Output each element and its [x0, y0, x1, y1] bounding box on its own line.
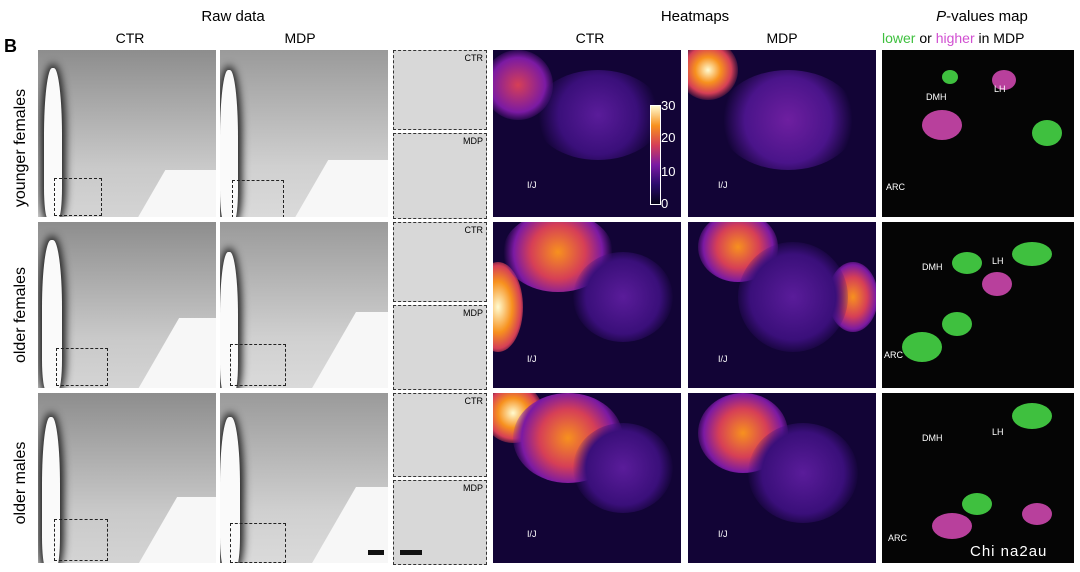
raw-ctr-younger-females — [38, 50, 216, 217]
zoom-ctr-older-males: CTR — [393, 393, 487, 477]
pvalue-higher-text: higher — [935, 30, 975, 46]
zoom-ctr-older-females: CTR — [393, 222, 487, 302]
heatmap-ctr-older-males: I/J — [493, 393, 681, 563]
pvalues-p-letter: P — [936, 8, 947, 25]
raw-mdp-older-females — [220, 222, 388, 388]
scale-bar-raw — [368, 550, 384, 555]
heatmap-mdp-younger-females: I/J — [688, 50, 876, 217]
raw-ctr-older-males — [38, 393, 216, 563]
region-ij-mark: I/J — [718, 529, 728, 539]
raw-mdp-younger-females — [220, 50, 388, 217]
zoom-tag-ctr: CTR — [464, 396, 484, 406]
heatmap-ctr-older-females: I/J — [493, 222, 681, 388]
region-dmh: DMH — [922, 433, 943, 443]
raw-data-header: Raw data — [201, 8, 265, 25]
pmap-older-males: DMH LH ARC Chi na2au — [882, 393, 1074, 563]
watermark-text: Chi na2au — [970, 543, 1048, 560]
row-label-older-females: older females — [12, 266, 29, 364]
zoom-tag-ctr: CTR — [464, 53, 484, 63]
row-label-younger-females: younger females — [12, 88, 29, 208]
region-arc: ARC — [888, 533, 908, 543]
colorbar-tick-10: 10 — [661, 164, 676, 179]
pvalues-header-rest: -values map — [946, 8, 1028, 25]
region-ij-mark: I/J — [527, 529, 537, 539]
colorbar-tick-30: 30 — [661, 98, 676, 113]
zoom-mdp-younger-females: MDP — [393, 133, 487, 219]
zoom-ctr-younger-females: CTR — [393, 50, 487, 130]
panel-label: B — [4, 36, 17, 56]
heatmap-mdp-older-females: I/J — [688, 222, 876, 388]
raw-ctr-label: CTR — [115, 30, 145, 46]
zoom-tag-mdp: MDP — [463, 483, 483, 493]
region-arc: ARC — [884, 350, 904, 360]
raw-mdp-label: MDP — [284, 30, 316, 46]
colorbar-tick-0: 0 — [661, 196, 669, 211]
heat-ctr-label: CTR — [575, 30, 605, 46]
heat-mdp-label: MDP — [766, 30, 798, 46]
zoom-mdp-older-females: MDP — [393, 305, 487, 390]
region-dmh: DMH — [922, 262, 943, 272]
region-arc: ARC — [886, 182, 906, 192]
zoom-tag-mdp: MDP — [463, 136, 483, 146]
heatmap-mdp-older-males: I/J — [688, 393, 876, 563]
colorbar-tick-20: 20 — [661, 130, 676, 145]
pvalue-or-text: or — [919, 30, 932, 46]
colorbar — [650, 105, 661, 205]
pmap-younger-females: DMH LH ARC — [882, 50, 1074, 217]
zoom-tag-mdp: MDP — [463, 308, 483, 318]
pvalue-in-mdp-text: in MDP — [978, 30, 1025, 46]
pmap-older-females: DMH LH ARC — [882, 222, 1074, 388]
region-lh: LH — [992, 256, 1004, 266]
raw-mdp-older-males — [220, 393, 388, 563]
pvalue-lower-text: lower — [882, 30, 916, 46]
pvalues-map-header: P-values map — [922, 8, 1042, 25]
heatmap-ctr-younger-females: 30 20 10 0 I/J — [493, 50, 681, 217]
raw-ctr-older-females — [38, 222, 216, 388]
zoom-tag-ctr: CTR — [464, 225, 484, 235]
region-lh: LH — [994, 84, 1006, 94]
region-ij-mark: I/J — [718, 354, 728, 364]
pvalue-legend: lower or higher in MDP — [882, 30, 1078, 46]
region-lh: LH — [992, 427, 1004, 437]
region-dmh: DMH — [926, 92, 947, 102]
scale-bar-zoom — [400, 550, 422, 555]
region-ij-mark: I/J — [527, 354, 537, 364]
row-label-older-males: older males — [12, 441, 29, 525]
region-ij-mark: I/J — [527, 180, 537, 190]
region-ij-mark: I/J — [718, 180, 728, 190]
heatmaps-header: Heatmaps — [660, 8, 730, 25]
